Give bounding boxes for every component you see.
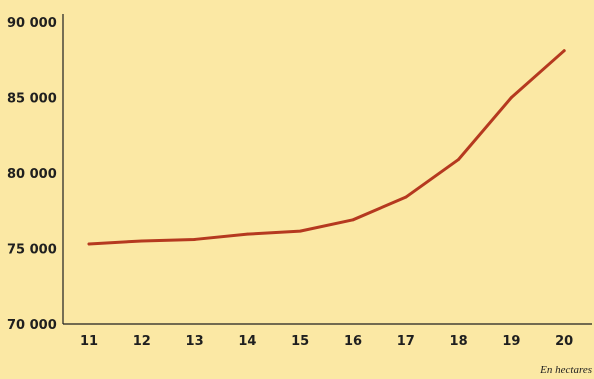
data-point [193, 238, 197, 241]
data-point [457, 158, 460, 161]
x-tick-label: 11 [80, 334, 98, 349]
data-point [246, 232, 249, 236]
data-point [510, 96, 513, 99]
data-point [298, 229, 302, 233]
x-tick-label: 14 [238, 334, 256, 349]
y-tick-label: 80 000 [7, 167, 57, 182]
x-axis-ticks: 11 12 13 14 15 16 17 18 19 20 [80, 334, 573, 349]
x-tick-label: 15 [291, 334, 309, 349]
x-tick-label: 18 [450, 334, 468, 349]
series-line [87, 49, 566, 246]
y-tick-label: 75 000 [7, 243, 57, 258]
x-tick-label: 19 [502, 334, 520, 349]
x-tick-label: 13 [186, 334, 204, 349]
series-layer [87, 49, 566, 246]
x-tick-label: 17 [397, 334, 415, 349]
y-axis-ticks: 70 000 75 000 80 000 85 000 90 000 [7, 16, 57, 333]
y-tick-label: 90 000 [7, 16, 57, 31]
x-tick-label: 16 [344, 334, 362, 349]
data-point [404, 195, 408, 199]
unit-note: En hectares [539, 364, 592, 376]
x-tick-label: 12 [133, 334, 151, 349]
y-tick-label: 70 000 [7, 318, 57, 333]
data-point [351, 218, 355, 222]
data-point [87, 242, 91, 246]
x-tick-label: 20 [555, 334, 573, 349]
data-point [140, 239, 144, 243]
y-tick-label: 85 000 [7, 92, 57, 107]
data-point [562, 49, 566, 53]
